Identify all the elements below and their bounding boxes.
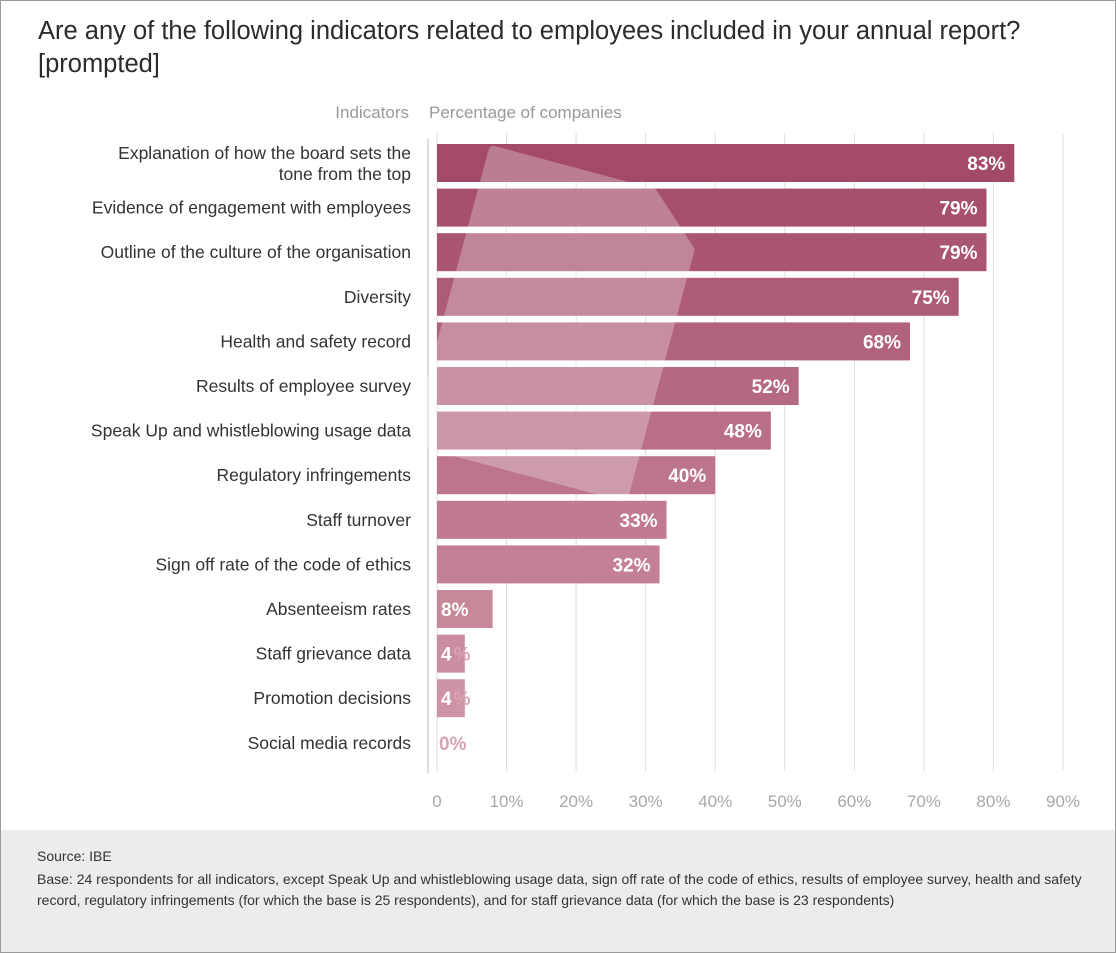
x-tick-label: 20% <box>559 792 593 811</box>
value-label: 32% <box>613 555 651 576</box>
category-label: Outline of the culture of the organisati… <box>101 242 411 262</box>
bar-chart: ANNUAL REPORT Explanation of how the boa… <box>91 133 1080 811</box>
bar <box>437 322 910 361</box>
category-label: Diversity <box>344 287 411 307</box>
x-tick-label: 40% <box>698 792 732 811</box>
value-label: 48% <box>724 422 762 443</box>
value-label: 79% <box>939 199 977 220</box>
percentage-column-header: Percentage of companies <box>429 103 622 122</box>
x-tick-label: 30% <box>629 792 663 811</box>
category-label: Promotion decisions <box>253 688 411 708</box>
annual-report-watermark: ANNUAL REPORT <box>410 145 695 502</box>
value-label: 79% <box>939 243 977 264</box>
category-label: Sign off rate of the code of ethics <box>155 554 411 574</box>
x-tick-label: 80% <box>976 792 1010 811</box>
category-label: Staff turnover <box>306 510 411 530</box>
value-labels: 83% 79% 79% 75% 68% 52% 48% 40% 33% 32% 8% 4 % 4 % 0% <box>439 154 1005 755</box>
value-label: 4% <box>441 645 471 666</box>
chart-title: Are any of the following indicators rela… <box>38 17 1021 78</box>
category-label: Speak Up and whistleblowing usage data <box>91 421 411 441</box>
bar <box>437 634 465 673</box>
category-label: Evidence of engagement with employees <box>92 198 411 218</box>
value-label: 8% <box>441 600 469 621</box>
category-label: Staff grievance data <box>256 644 412 664</box>
category-label: Regulatory infringements <box>216 465 411 485</box>
value-label: 4% <box>441 689 471 710</box>
indicators-column-header: Indicators <box>335 103 409 122</box>
bar <box>437 545 660 584</box>
bar <box>437 590 493 628</box>
category-label: Absenteeism rates <box>266 599 411 619</box>
bar <box>437 679 465 718</box>
bar <box>437 411 771 450</box>
x-tick-label: 90% <box>1046 792 1080 811</box>
bar <box>437 367 799 405</box>
category-label: Social media records <box>248 733 412 753</box>
category-labels: Explanation of how the board sets the ton… <box>91 143 411 753</box>
value-label: 40% <box>668 466 706 487</box>
value-label: 68% <box>863 332 901 353</box>
chart-footer: Source: IBE Base: 24 respondents for all… <box>1 830 1115 952</box>
x-tick-label: 10% <box>490 792 524 811</box>
bar <box>437 500 667 539</box>
bars <box>437 144 1015 718</box>
value-label: 52% <box>752 377 790 398</box>
value-label: 0% <box>439 734 467 755</box>
x-tick-label: 70% <box>907 792 941 811</box>
x-tick-label: 0 <box>432 792 441 811</box>
bar <box>437 144 1015 182</box>
bar <box>437 188 987 227</box>
x-tick-label: 50% <box>768 792 802 811</box>
base-note: Base: 24 respondents for all indicators,… <box>37 871 1082 908</box>
bar <box>437 233 987 272</box>
category-label: Health and safety record <box>220 331 411 351</box>
category-label: Explanation of how the board sets the ton… <box>118 143 411 184</box>
bar <box>437 277 959 316</box>
x-axis-ticks: 0 10% 20% 30% 40% 50% 60% 70% 80% 90% <box>432 792 1080 811</box>
source-note: Source: IBE <box>37 848 112 864</box>
value-label: 75% <box>912 288 950 309</box>
x-tick-label: 60% <box>837 792 871 811</box>
category-label: Results of employee survey <box>196 376 411 396</box>
document-icon <box>410 145 695 502</box>
value-label: 83% <box>967 154 1005 175</box>
bar <box>437 456 716 495</box>
value-label: 33% <box>620 511 658 532</box>
